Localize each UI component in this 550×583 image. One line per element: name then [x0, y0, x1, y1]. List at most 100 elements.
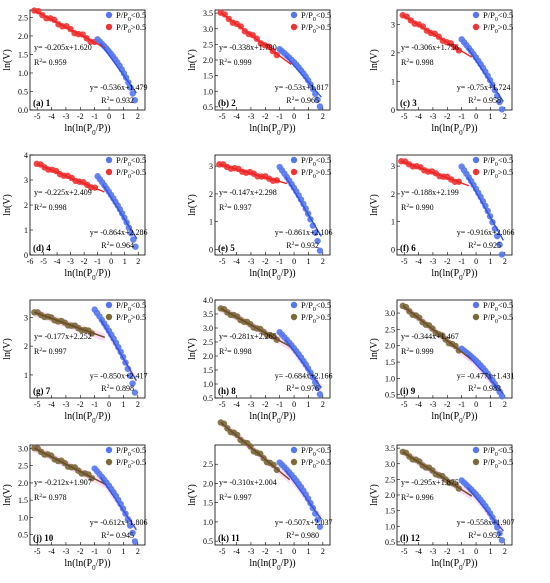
x-tick-label: 1 — [306, 112, 310, 121]
plot-frame — [214, 444, 331, 546]
x-tick-label: -4 — [54, 257, 61, 266]
x-tick-label: 0 — [292, 112, 296, 121]
data-point-high — [234, 431, 241, 439]
legend-marker-high — [472, 458, 480, 466]
fit-low-equation: y= -0.558x+1.907 — [457, 518, 515, 527]
y-tick-label: 1 — [391, 77, 395, 86]
y-tick-label: 1 — [209, 218, 213, 227]
y-tick-label: 2 — [209, 190, 213, 199]
fit-low-r2: R2= 0.980 — [286, 531, 319, 540]
legend-marker-low — [290, 156, 298, 164]
panel-label: (e) 5 — [218, 243, 235, 253]
fit-line-high — [33, 447, 106, 485]
panel-label: (l) 12 — [400, 533, 420, 543]
y-tick-label: 1.5 — [385, 507, 395, 516]
plot-frame — [29, 444, 146, 546]
x-tick-label: -4 — [415, 257, 422, 266]
x-tick-label: -2 — [77, 400, 84, 409]
x-tick-label: -1 — [94, 257, 101, 266]
fit-low-r2: R2= 0.965 — [286, 96, 319, 105]
fit-low-equation: y= -0.684x+2.166 — [275, 371, 333, 380]
y-tick-label: 4 — [24, 151, 28, 160]
legend-label-high: P/P0>0.5 — [301, 167, 331, 180]
y-tick-label: 3.0 — [385, 460, 395, 469]
x-tick-label: -1 — [458, 112, 465, 121]
x-tick-label: 0 — [474, 257, 478, 266]
panel-label: (g) 7 — [33, 386, 51, 396]
fit-high-r2: R2= 0.998 — [401, 58, 434, 67]
fit-low-r2: R2= 0.945 — [101, 531, 134, 540]
fit-low-r2: R2= 0.958 — [468, 96, 501, 105]
y-axis-label: ln(V) — [187, 49, 198, 71]
panel-label: (f) 6 — [400, 243, 416, 253]
x-tick-label: 2 — [136, 112, 140, 121]
y-tick-label: 1.5 — [385, 358, 395, 367]
data-point-low — [124, 516, 132, 523]
y-axis-label: ln(V) — [2, 49, 13, 71]
fit-high-r2: R2= 0.999 — [219, 58, 252, 67]
y-tick-label: 1.0 — [18, 513, 28, 522]
y-tick-label: 1 — [391, 218, 395, 227]
y-axis-label: ln(V) — [187, 338, 198, 360]
fit-line-low — [99, 42, 137, 94]
x-tick-label: 1 — [488, 400, 492, 409]
x-tick-label: -5 — [401, 112, 408, 121]
fit-low-equation: y= -0.861x+2.106 — [275, 228, 333, 237]
x-axis-label: ln(ln(P0/P)) — [431, 268, 477, 282]
x-tick-label: 2 — [321, 112, 325, 121]
panel-6: -5 -4 -3 -2 -1 0 1 2 0 1 2 3 ln(ln(P0/P)) ln(V) y= -0.… — [369, 154, 515, 282]
fit-low-equation: y= -0.53x+1.817 — [275, 83, 329, 92]
fit-line-high — [402, 451, 473, 497]
legend-label-low: P/P0<0.5 — [116, 10, 146, 23]
x-axis-label: ln(ln(P0/P)) — [64, 558, 110, 572]
x-tick-label: -5 — [219, 400, 226, 409]
fit-low-equation: y= -0.864x+2.286 — [90, 228, 148, 237]
x-tick-label: -5 — [34, 547, 41, 556]
data-point-low — [496, 98, 503, 106]
legend-label-high: P/P0>0.5 — [483, 22, 513, 35]
fit-high-equation: y= -0.188x+2.199 — [401, 188, 459, 197]
x-tick-label: 2 — [136, 547, 140, 556]
legend-label-high: P/P0>0.5 — [301, 312, 331, 325]
x-tick-label: -3 — [63, 400, 70, 409]
legend-marker-low — [472, 301, 480, 309]
data-point-low — [316, 523, 324, 530]
x-tick-label: -4 — [48, 400, 55, 409]
data-point-low — [314, 384, 321, 392]
panel-label: (i) 9 — [400, 386, 416, 396]
legend-label-high: P/P0>0.5 — [116, 22, 146, 35]
fit-line-low — [466, 486, 504, 532]
legend-marker-high — [105, 23, 113, 31]
fit-low-equation: y= -0.477x+1.431 — [457, 371, 515, 380]
fit-high-r2: R2= 0.996 — [401, 493, 434, 502]
legend-label-low: P/P0<0.5 — [301, 445, 331, 458]
fit-high-r2: R2= 0.959 — [34, 58, 67, 67]
panel-10: -5 -4 -3 -2 -1 0 1 2 0.5 1.0 1.5 2.0 2.5 3.0 ln(ln(P0/… — [2, 444, 147, 572]
x-tick-label: -5 — [219, 547, 226, 556]
legend-label-high: P/P0>0.5 — [301, 457, 331, 470]
panel-label: (a) 1 — [33, 98, 51, 108]
panel-7: -5 -4 -3 -2 -1 0 1 2 1 2 3 ln(ln(P0/P)) ln(V) y= -0.1… — [2, 299, 147, 425]
panel-label: (k) 11 — [218, 533, 240, 543]
y-tick-label: 0 — [24, 251, 28, 260]
y-tick-label: 4.0 — [203, 296, 213, 305]
legend-marker-low — [290, 301, 298, 309]
fit-low-equation: y= -0.916x+2.066 — [457, 228, 515, 237]
panel-label: (b) 2 — [218, 98, 236, 108]
x-axis-label: ln(ln(P0/P)) — [431, 123, 477, 137]
y-tick-label: 0.5 — [203, 103, 213, 112]
y-tick-label: 3 — [209, 162, 213, 171]
y-tick-label: 1.0 — [203, 518, 213, 527]
y-tick-label: 1.5 — [203, 366, 213, 375]
legend-label-high: P/P0>0.5 — [483, 167, 513, 180]
y-axis-label: ln(V) — [369, 338, 380, 360]
fit-high-r2: R2= 0.937 — [219, 203, 252, 212]
y-tick-label: 3.0 — [203, 25, 213, 34]
legend-label-low: P/P0<0.5 — [116, 445, 146, 458]
x-tick-label: -3 — [430, 547, 437, 556]
y-tick-label: 0 — [391, 245, 395, 254]
y-tick-label: 2.5 — [18, 462, 28, 471]
fit-low-equation: y= -0.507x+2.037 — [275, 518, 333, 527]
data-point-low — [496, 241, 503, 248]
data-point-low — [316, 391, 324, 398]
